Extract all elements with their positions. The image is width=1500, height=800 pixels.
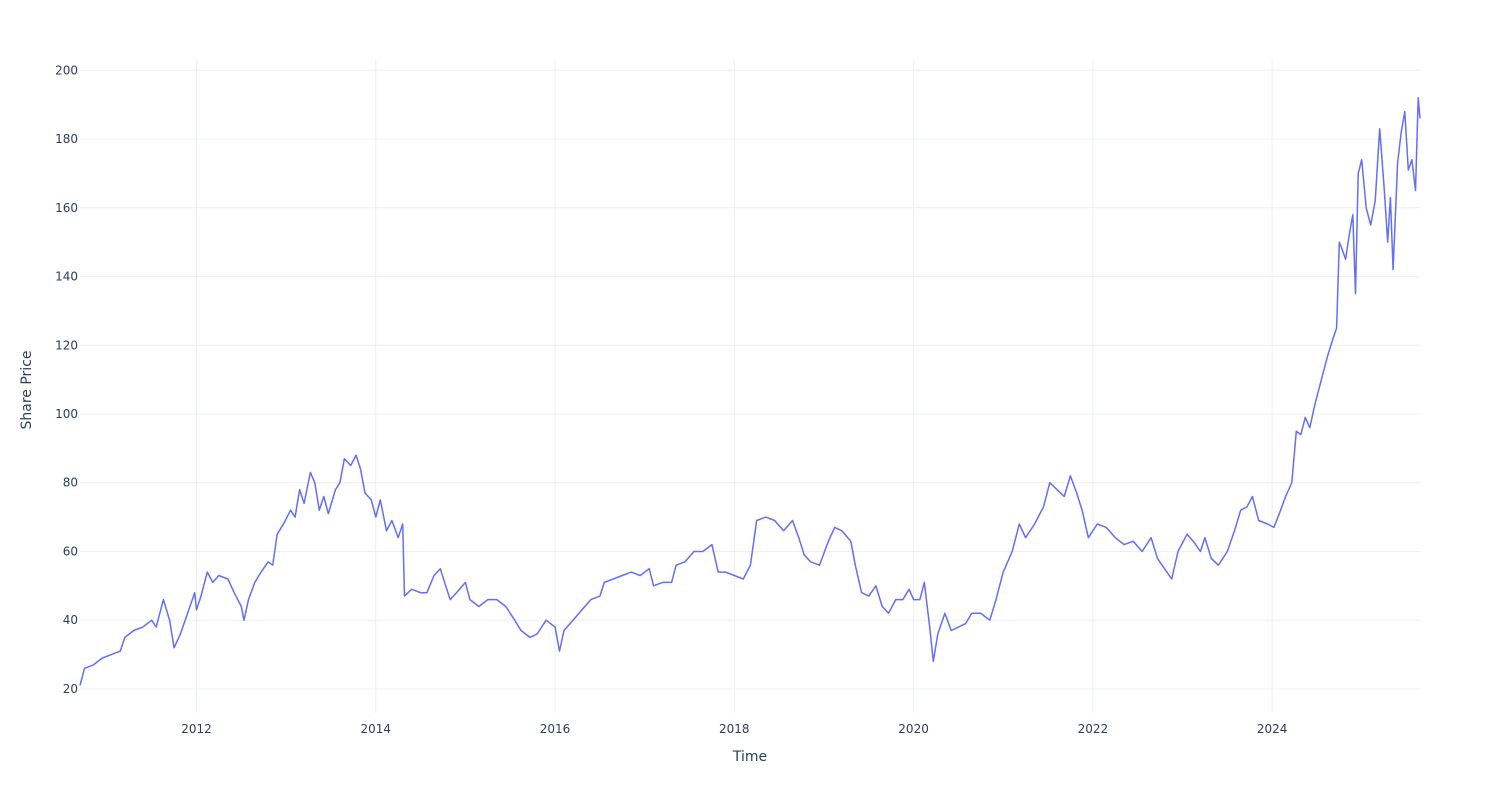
y-tick-label: 140 xyxy=(55,270,78,284)
x-axis-title: Time xyxy=(732,749,767,765)
y-tick-label: 40 xyxy=(63,613,78,627)
x-tick-label: 2018 xyxy=(719,722,750,736)
share-price-line xyxy=(79,97,1421,686)
y-tick-label: 160 xyxy=(55,201,78,215)
y-axis-title: Share Price xyxy=(19,350,35,429)
y-tick-label: 60 xyxy=(63,544,78,558)
series-layer xyxy=(79,97,1421,686)
y-tick-label: 180 xyxy=(55,132,78,146)
x-axis-ticks: 2012 2014 2016 2018 2020 2022 2024 xyxy=(181,722,1287,736)
x-tick-label: 2022 xyxy=(1078,722,1109,736)
y-tick-label: 80 xyxy=(63,476,78,490)
x-tick-label: 2012 xyxy=(181,722,212,736)
x-tick-label: 2016 xyxy=(540,722,571,736)
x-tick-label: 2014 xyxy=(361,722,392,736)
y-tick-label: 200 xyxy=(55,63,78,77)
y-tick-label: 20 xyxy=(63,682,78,696)
gridlines xyxy=(80,60,1420,713)
x-tick-label: 2024 xyxy=(1257,722,1288,736)
y-tick-label: 120 xyxy=(55,338,78,352)
x-tick-label: 2020 xyxy=(898,722,929,736)
y-axis-ticks: 20 40 60 80 100 120 140 160 180 200 xyxy=(55,63,78,696)
y-tick-label: 100 xyxy=(55,407,78,421)
